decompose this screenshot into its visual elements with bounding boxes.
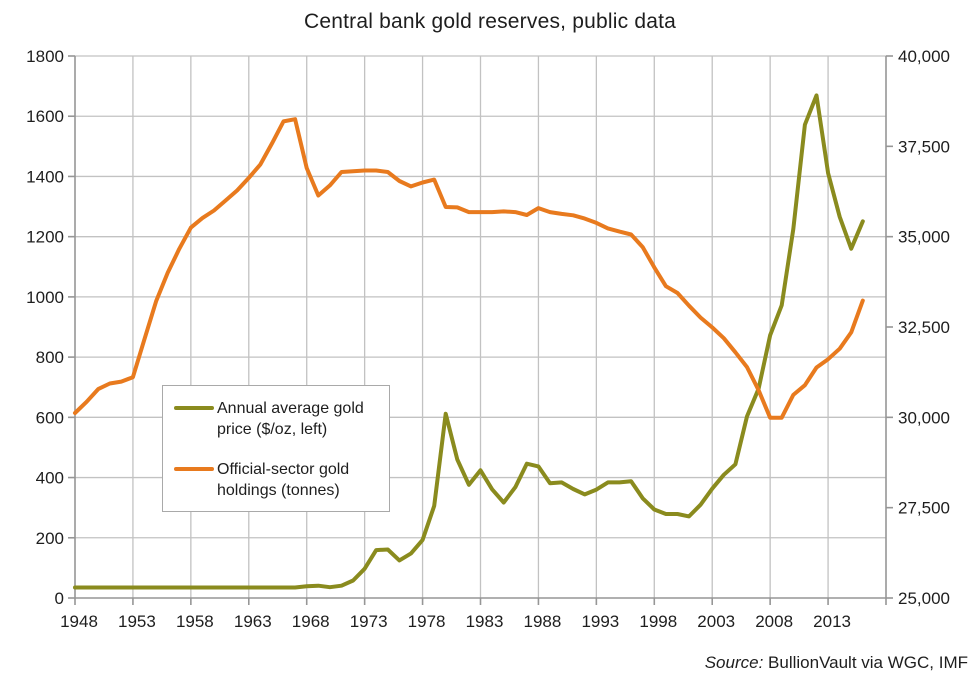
legend-label-line: holdings (tonnes) <box>217 482 340 499</box>
y-axis-right-tick-label: 27,500 <box>898 499 950 518</box>
source-prefix: Source: <box>704 653 764 672</box>
y-axis-right-tick-label: 32,500 <box>898 318 950 337</box>
x-axis-tick-label: 1948 <box>60 612 98 631</box>
chart-title: Central bank gold reserves, public data <box>303 10 676 33</box>
y-axis-left-tick-label: 1200 <box>26 228 64 247</box>
legend-item-gold-price: Annual average gold price ($/oz, left) <box>174 398 389 440</box>
y-axis-left-tick-label: 1400 <box>26 167 64 186</box>
source-note: Source: BullionVault via WGC, IMF <box>705 653 968 673</box>
y-axis-left-tick-label: 1000 <box>26 288 64 307</box>
legend-box: Annual average gold price ($/oz, left) O… <box>162 385 390 512</box>
x-axis-tick-label: 1958 <box>176 612 214 631</box>
holdings-line-swatch <box>174 467 214 471</box>
x-axis-tick-label: 1973 <box>350 612 388 631</box>
legend-label-line: price ($/oz, left) <box>217 421 328 438</box>
x-axis-tick-label: 1963 <box>234 612 272 631</box>
source-text: BullionVault via WGC, IMF <box>768 653 968 672</box>
y-axis-right-tick-label: 35,000 <box>898 228 950 247</box>
y-axis-left-tick-label: 1800 <box>26 47 64 66</box>
legend-label-line: Annual average gold <box>217 400 364 417</box>
gold-price-line <box>73 93 865 590</box>
y-axis-left-tick-label: 400 <box>36 469 64 488</box>
x-axis-tick-label: 2003 <box>697 612 735 631</box>
x-axis-tick-label: 1968 <box>292 612 330 631</box>
x-axis-tick-label: 1953 <box>118 612 156 631</box>
x-axis-tick-label: 1988 <box>524 612 562 631</box>
y-axis-right-tick-label: 40,000 <box>898 47 950 66</box>
y-axis-left-tick-label: 1600 <box>26 107 64 126</box>
x-axis-tick-label: 2013 <box>813 612 851 631</box>
holdings-line <box>73 117 865 420</box>
x-axis-tick-label: 1993 <box>581 612 619 631</box>
x-axis-tick-label: 1998 <box>639 612 677 631</box>
legend-item-holdings: Official-sector gold holdings (tonnes) <box>174 459 389 501</box>
y-axis-left-tick-label: 600 <box>36 408 64 427</box>
legend-label-line: Official-sector gold <box>217 461 350 478</box>
legend-label-holdings: Official-sector gold holdings (tonnes) <box>217 459 349 501</box>
x-axis-tick-label: 2008 <box>755 612 793 631</box>
gold-price-line-swatch <box>174 406 214 410</box>
y-axis-right-tick-label: 25,000 <box>898 589 950 608</box>
legend-label-gold-price: Annual average gold price ($/oz, left) <box>217 398 364 440</box>
y-axis-left-tick-label: 200 <box>36 529 64 548</box>
x-axis-tick-label: 1983 <box>466 612 504 631</box>
y-axis-right-tick-label: 37,500 <box>898 137 950 156</box>
x-axis-tick-label: 1978 <box>408 612 446 631</box>
y-axis-left-tick-label: 0 <box>55 589 64 608</box>
y-axis-left-tick-label: 800 <box>36 348 64 367</box>
y-axis-right-tick-label: 30,000 <box>898 408 950 427</box>
